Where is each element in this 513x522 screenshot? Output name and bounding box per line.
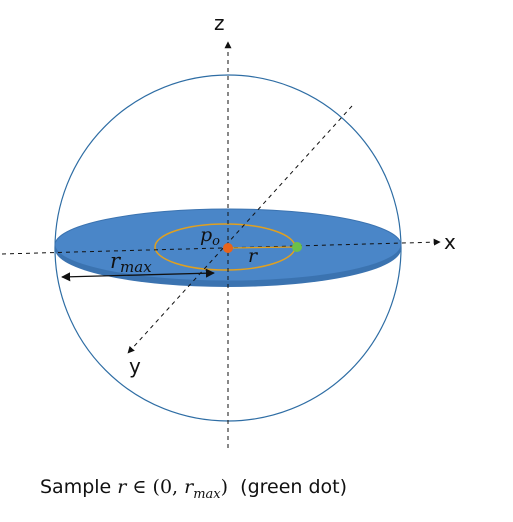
radius-label: r [248, 245, 259, 267]
caption-variable: r [117, 476, 127, 498]
y-axis-label: y [129, 354, 141, 378]
caption-close: ) [220, 476, 229, 498]
caption-rmax: r [184, 476, 194, 498]
max-radius-label: rmax [110, 249, 152, 276]
caption-member: ∈ [126, 476, 153, 498]
center-point-label: po [200, 224, 220, 249]
caption-open: ( [152, 476, 160, 498]
caption-zero: 0 [159, 476, 173, 498]
x-axis-label: x [444, 230, 456, 254]
caption-rmax-sub: max [193, 486, 221, 502]
x-axis [1, 238, 441, 255]
rmax-arrow [61, 268, 215, 282]
sample-point [292, 242, 302, 252]
z-axis-label: z [214, 11, 225, 35]
caption-comma: , [172, 476, 185, 498]
caption-suffix: (green dot) [228, 476, 348, 498]
center-point [223, 243, 233, 253]
caption-prefix: Sample [40, 476, 118, 498]
radius-line [227, 246, 297, 249]
caption: Sample r ∈ (0, rmax) (green dot) [40, 476, 500, 502]
